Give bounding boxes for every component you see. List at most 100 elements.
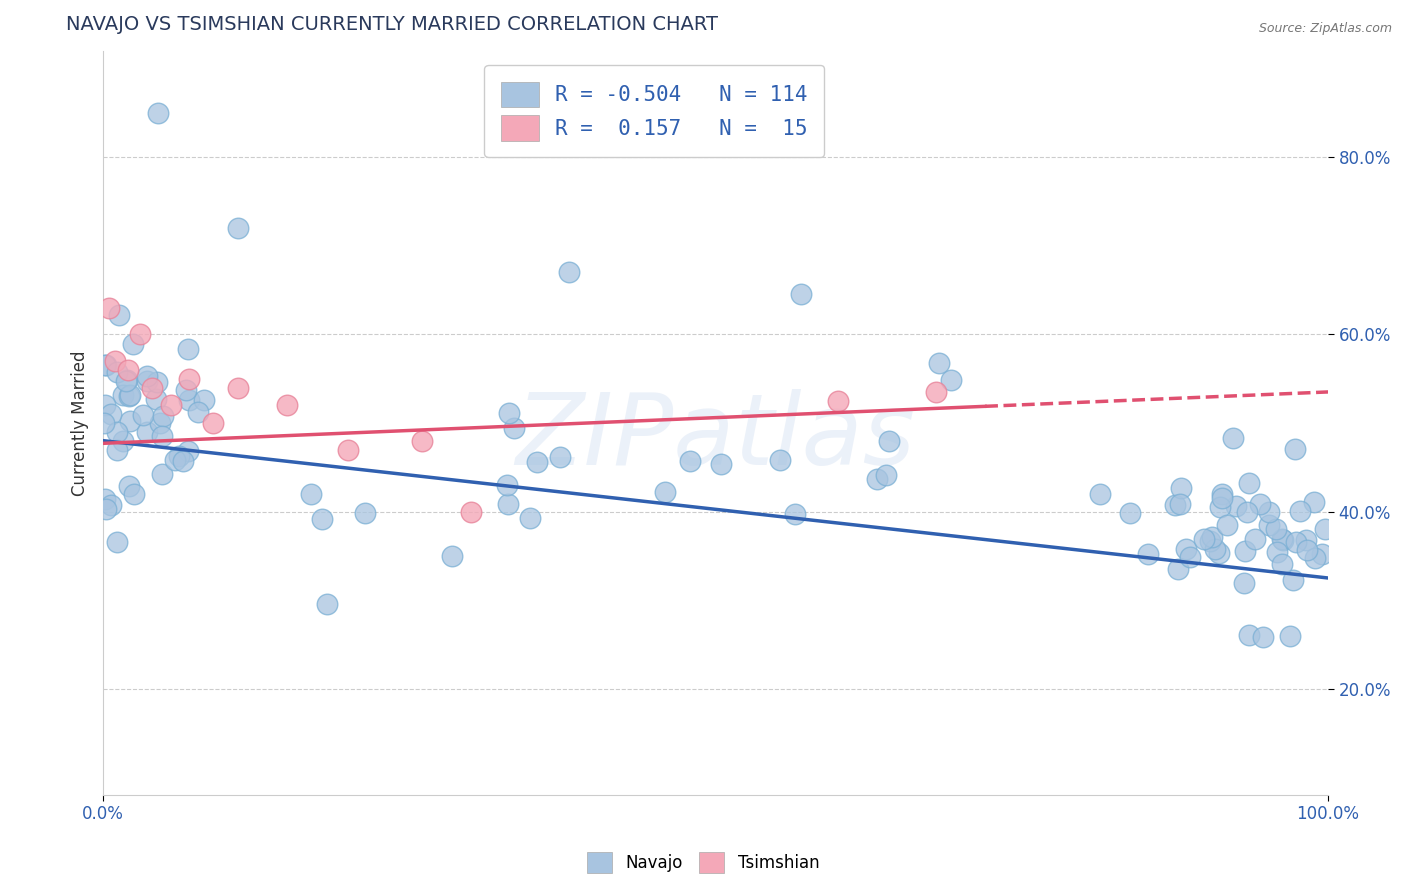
- Point: [496, 497, 519, 511]
- Point: [105, 365, 128, 379]
- Point: [1237, 628, 1260, 642]
- Point: [1211, 486, 1233, 500]
- Point: [115, 374, 138, 388]
- Point: [526, 455, 548, 469]
- Point: [440, 549, 463, 563]
- Point: [152, 409, 174, 423]
- Point: [131, 408, 153, 422]
- Point: [519, 511, 541, 525]
- Point: [1175, 542, 1198, 557]
- Point: [136, 425, 159, 439]
- Point: [100, 407, 122, 421]
- Point: [148, 106, 170, 120]
- Point: [769, 452, 792, 467]
- Point: [654, 484, 676, 499]
- Point: [1289, 504, 1312, 518]
- Point: [1222, 431, 1244, 445]
- Point: [94, 501, 117, 516]
- Point: [1236, 505, 1258, 519]
- Point: [167, 449, 190, 463]
- Point: [98, 301, 121, 315]
- Point: [128, 327, 150, 342]
- Point: [187, 405, 209, 419]
- Point: [496, 477, 519, 491]
- Point: [1295, 533, 1317, 547]
- Point: [939, 373, 962, 387]
- Point: [710, 457, 733, 471]
- Point: [866, 472, 889, 486]
- Point: [1284, 442, 1306, 456]
- Point: [1295, 543, 1317, 558]
- Point: [1088, 486, 1111, 500]
- Point: [226, 380, 249, 394]
- Point: [875, 467, 897, 482]
- Point: [94, 398, 117, 412]
- Point: [111, 434, 134, 448]
- Point: [179, 393, 201, 408]
- Point: [1170, 482, 1192, 496]
- Point: [311, 511, 333, 525]
- Point: [108, 308, 131, 322]
- Point: [548, 450, 571, 464]
- Point: [94, 358, 117, 372]
- Point: [93, 491, 115, 506]
- Point: [1272, 533, 1295, 547]
- Legend: Navajo, Tsimshian: Navajo, Tsimshian: [581, 846, 825, 880]
- Point: [1234, 544, 1257, 558]
- Legend: R = -0.504   N = 114, R =  0.157   N =  15: R = -0.504 N = 114, R = 0.157 N = 15: [484, 65, 824, 158]
- Point: [172, 454, 194, 468]
- Point: [117, 363, 139, 377]
- Point: [1271, 532, 1294, 546]
- Point: [150, 467, 173, 481]
- Point: [503, 421, 526, 435]
- Point: [93, 416, 115, 430]
- Point: [122, 486, 145, 500]
- Point: [557, 265, 579, 279]
- Point: [1258, 518, 1281, 533]
- Point: [120, 414, 142, 428]
- Point: [299, 486, 322, 500]
- Point: [1211, 491, 1233, 505]
- Point: [115, 373, 138, 387]
- Point: [118, 479, 141, 493]
- Point: [112, 387, 135, 401]
- Point: [316, 597, 339, 611]
- Point: [276, 398, 298, 412]
- Y-axis label: Currently Married: Currently Married: [72, 351, 89, 496]
- Point: [790, 287, 813, 301]
- Point: [177, 444, 200, 458]
- Point: [1163, 499, 1185, 513]
- Point: [1216, 517, 1239, 532]
- Point: [1271, 558, 1294, 572]
- Point: [1180, 549, 1202, 564]
- Point: [177, 342, 200, 356]
- Point: [118, 389, 141, 403]
- Point: [202, 416, 225, 430]
- Point: [460, 504, 482, 518]
- Point: [1279, 629, 1302, 643]
- Point: [1249, 496, 1271, 510]
- Point: [925, 384, 948, 399]
- Point: [193, 393, 215, 408]
- Point: [141, 380, 163, 394]
- Point: [96, 358, 118, 372]
- Point: [1201, 530, 1223, 544]
- Point: [1209, 500, 1232, 515]
- Point: [145, 376, 167, 390]
- Point: [353, 507, 375, 521]
- Point: [679, 453, 702, 467]
- Text: ZIPatlas: ZIPatlas: [516, 389, 915, 486]
- Point: [145, 392, 167, 407]
- Point: [165, 453, 187, 467]
- Point: [120, 387, 142, 401]
- Point: [1313, 522, 1336, 536]
- Point: [877, 434, 900, 448]
- Point: [1310, 547, 1333, 561]
- Point: [1225, 499, 1247, 513]
- Point: [135, 374, 157, 388]
- Point: [1168, 497, 1191, 511]
- Point: [928, 356, 950, 370]
- Point: [176, 384, 198, 398]
- Point: [1199, 533, 1222, 548]
- Point: [122, 336, 145, 351]
